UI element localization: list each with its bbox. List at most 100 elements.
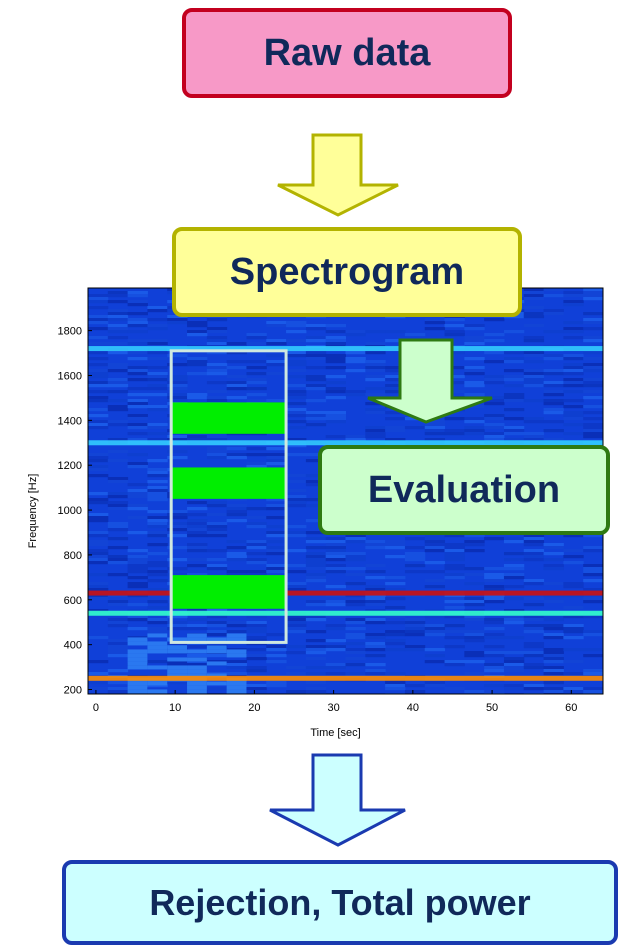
spectrogram-cell (563, 672, 584, 676)
spectrogram-cell (286, 420, 307, 424)
spectrogram-cell (484, 663, 505, 667)
spectrogram-cell (187, 558, 208, 562)
spectrogram-cell (167, 681, 188, 685)
spectrogram-cell (563, 321, 584, 325)
spectrogram-cell (88, 306, 109, 310)
spectrogram-cell (365, 636, 386, 640)
spectrogram-cell (107, 546, 129, 550)
spectrogram-cell (88, 561, 109, 565)
spectrogram-cell (88, 609, 109, 613)
spectrogram-cell (543, 543, 564, 547)
spectrogram-cell (266, 531, 287, 535)
spectrogram-cell (226, 375, 247, 379)
spectrogram-cell (404, 333, 426, 337)
evaluation-band (171, 402, 287, 434)
spectrogram-cell (523, 537, 545, 541)
spectrogram-cell (424, 327, 446, 331)
spectrogram-cell (286, 396, 307, 400)
spectrogram-cell (325, 570, 346, 574)
spectrogram-cell (147, 327, 168, 331)
spectrogram-cell (187, 685, 207, 690)
spectrogram-cell (107, 690, 129, 694)
spectrogram-cell (266, 684, 287, 688)
spectrogram-cell (523, 654, 545, 658)
spectrogram-cell (345, 534, 366, 538)
spectrogram-cell (444, 543, 465, 547)
spectrogram-cell (345, 633, 366, 637)
spectrogram-cell (365, 435, 386, 439)
spectrogram-cell (88, 318, 109, 322)
spectrogram-cell (107, 309, 129, 313)
spectrogram-cell (444, 663, 465, 667)
spectrogram-cell (147, 486, 168, 490)
spectrogram-cell (543, 558, 564, 562)
spectrogram-cell (345, 627, 366, 631)
spectrogram-cell (266, 516, 287, 520)
spectrogram-cell (444, 573, 465, 577)
spectrogram-cell (206, 399, 228, 403)
spectrogram-cell (444, 390, 465, 394)
spectrogram-cell (107, 504, 129, 508)
spectrogram-cell (167, 510, 188, 514)
spectrogram-cell (187, 689, 207, 694)
spectrogram-cell (484, 585, 505, 589)
spectrogram-cell (424, 420, 446, 424)
spectrogram-cell (187, 501, 208, 505)
spectrogram-cell (583, 363, 603, 367)
spectrogram-cell (147, 318, 168, 322)
spectrogram-cell (583, 294, 603, 298)
spectrogram-cell (107, 654, 129, 658)
spectrogram-cell (464, 567, 485, 571)
spectrogram-cell (226, 456, 247, 460)
spectrogram-cell (583, 312, 603, 316)
arrow-raw-to-spectrogram (277, 133, 399, 217)
spectrogram-cell (246, 624, 267, 628)
spectrogram-cell (147, 405, 168, 409)
spectrogram-cell (563, 291, 584, 295)
spectrogram-cell (444, 564, 465, 568)
spectrogram-cell (365, 672, 386, 676)
spectrogram-cell (464, 372, 485, 376)
spectrogram-cell (127, 417, 148, 421)
spectrogram-cell (424, 648, 446, 652)
spectrogram-cell (424, 579, 446, 583)
spectrogram-cell (226, 384, 247, 388)
spectrogram-cell (464, 597, 485, 601)
spectrogram-cell (147, 375, 168, 379)
spectrogram-cell (464, 357, 485, 361)
spectrogram-cell (424, 540, 446, 544)
spectrogram-cell (385, 693, 406, 694)
spectrogram-cell (187, 633, 207, 638)
spectrogram-cell (88, 498, 109, 502)
spectrogram-cell (127, 549, 148, 553)
spectrogram-cell (503, 378, 525, 382)
spectrogram-cell (127, 615, 148, 619)
spectrogram-cell (385, 369, 406, 373)
spectrogram-cell (404, 558, 426, 562)
spectrogram-cell (187, 564, 208, 568)
x-tick-label: 10 (169, 702, 181, 714)
spectrogram-cell (484, 567, 505, 571)
spectrogram-cell (187, 657, 207, 662)
spectrogram-cell (305, 615, 327, 619)
spectrogram-cell (206, 528, 228, 532)
spectrogram-cell (266, 363, 287, 367)
spectrogram-cell (484, 654, 505, 658)
spectrogram-cell (107, 381, 129, 385)
spectrogram-cell (147, 474, 168, 478)
spectrogram-cell (127, 378, 148, 382)
spectrogram-cell (543, 438, 564, 442)
spectrogram-cell (226, 540, 247, 544)
spectrogram-cell (523, 642, 545, 646)
spectrogram-cell (503, 540, 525, 544)
spectrogram-cell (444, 576, 465, 580)
spectrogram-cell (404, 693, 426, 694)
spectrogram-cell (127, 399, 148, 403)
spectrogram-cell (563, 624, 584, 628)
spectrogram-cell (563, 636, 584, 640)
spectrogram-cell (167, 665, 188, 670)
spectrogram-cell (345, 333, 366, 337)
spectrogram-cell (424, 660, 446, 664)
spectrogram-cell (325, 627, 346, 631)
spectrogram-cell (424, 429, 446, 433)
